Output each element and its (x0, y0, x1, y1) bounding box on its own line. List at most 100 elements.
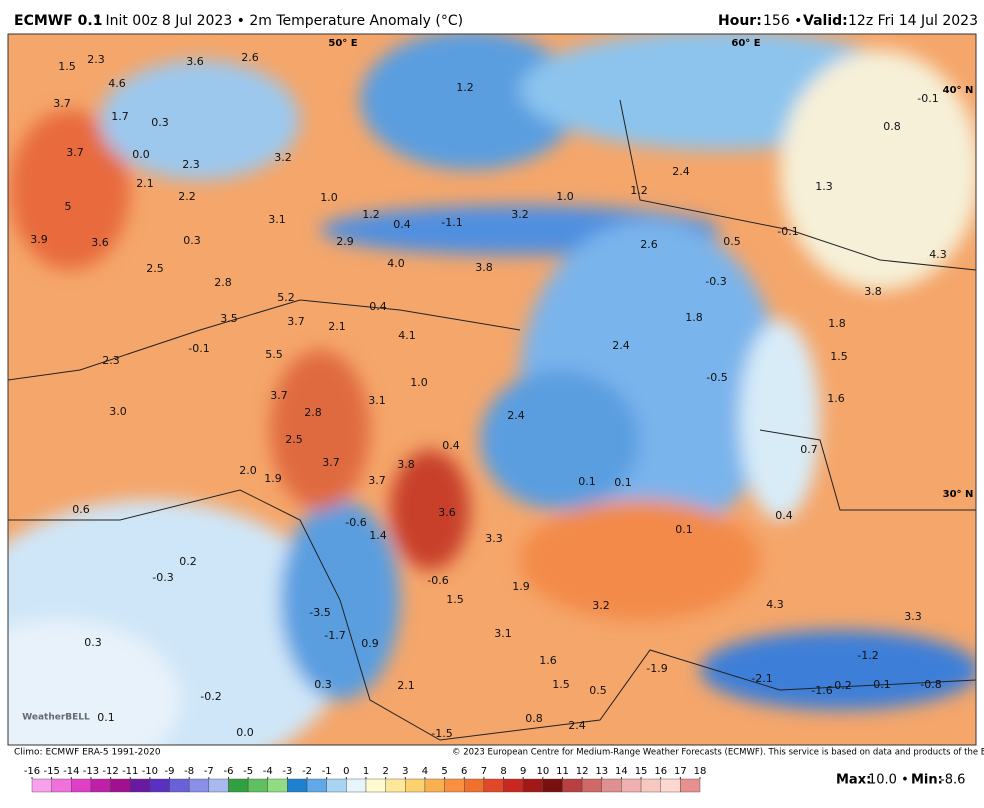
colorbar-label: 12 (576, 766, 589, 777)
colorbar-segment (464, 778, 485, 793)
colorbar-label: 0 (343, 766, 349, 777)
colorbar-label: -3 (282, 766, 292, 777)
point-value: 0.6 (72, 503, 90, 516)
point-value: 2.4 (672, 165, 690, 178)
colorbar-label: -1 (322, 766, 332, 777)
colorbar-label: 18 (694, 766, 707, 777)
point-value: -1.2 (857, 649, 878, 662)
point-value: 4.3 (766, 598, 784, 611)
colorbar-label: -4 (263, 766, 273, 777)
point-value: 3.7 (66, 146, 84, 159)
point-value: 1.0 (556, 190, 574, 203)
colorbar-segment (130, 778, 151, 793)
hour: 156 • (763, 13, 802, 29)
point-value: 0.5 (723, 235, 741, 248)
point-value: 3.7 (53, 97, 71, 110)
point-value: 2.0 (239, 464, 257, 477)
logo: WeatherBELL (22, 713, 90, 723)
grid-label: 40° N (943, 85, 974, 96)
point-value: 0.2 (179, 555, 197, 568)
point-value: -0.6 (427, 574, 448, 587)
point-value: 2.3 (87, 53, 105, 66)
colorbar-label: -14 (63, 766, 79, 777)
point-value: 3.8 (864, 285, 882, 298)
point-value: 0.8 (883, 120, 901, 133)
colorbar-segment (71, 778, 92, 793)
point-value: -0.6 (345, 516, 366, 529)
point-value: 2.2 (178, 190, 196, 203)
point-value: 0.1 (675, 523, 693, 536)
point-value: -0.1 (917, 92, 938, 105)
point-value: 2.9 (336, 235, 354, 248)
point-value: 0.0 (236, 726, 254, 739)
point-value: 0.9 (361, 637, 379, 650)
colorbar-label: -6 (223, 766, 233, 777)
colorbar-label: 16 (654, 766, 667, 777)
point-value: -1.6 (811, 684, 832, 697)
colorbar-segment (621, 778, 642, 793)
max: 10.0 • (868, 773, 909, 788)
colorbar-label: 9 (520, 766, 526, 777)
point-value: 1.0 (320, 191, 338, 204)
colorbar-segment (365, 778, 386, 793)
point-value: 0.1 (97, 711, 115, 724)
colorbar-label: 3 (402, 766, 408, 777)
colorbar-label: 14 (615, 766, 628, 777)
map-field (8, 34, 976, 745)
point-value: 1.2 (456, 81, 474, 94)
colorbar-segment (405, 778, 426, 793)
point-value: 2.3 (182, 158, 200, 171)
colorbar-label: 10 (536, 766, 549, 777)
point-value: 4.1 (398, 329, 416, 342)
colorbar-label: 11 (556, 766, 569, 777)
colorbar-segment (90, 778, 111, 793)
point-value: 1.9 (512, 580, 530, 593)
colorbar-segment (581, 778, 602, 793)
colorbar-label: 8 (500, 766, 506, 777)
point-value: 3.3 (485, 532, 503, 545)
min: -8.6 (940, 773, 965, 788)
map-frame (7, 33, 977, 746)
grid-label: 30° N (943, 489, 974, 500)
point-value: 2.6 (241, 51, 259, 64)
point-value: -0.1 (188, 342, 209, 355)
point-value: 3.1 (494, 627, 512, 640)
point-value: 2.1 (136, 177, 154, 190)
point-value: 2.3 (102, 354, 120, 367)
colorbar-segment (503, 778, 524, 793)
point-value: 0.3 (314, 678, 332, 691)
point-value: 3.2 (592, 599, 610, 612)
point-value: 3.5 (220, 312, 238, 325)
colorbar-segment (424, 778, 445, 793)
point-value: 4.3 (929, 248, 947, 261)
colorbar-segment (267, 778, 288, 793)
colorbar-label: 4 (422, 766, 428, 777)
point-value: 1.6 (827, 392, 845, 405)
point-value: 4.0 (387, 257, 405, 270)
point-value: 2.5 (285, 433, 303, 446)
colorbar-segment (444, 778, 465, 793)
point-value: -0.5 (706, 371, 727, 384)
point-value: 0.3 (84, 636, 102, 649)
point-value: 0.7 (800, 443, 818, 456)
colorbar-label: 17 (674, 766, 687, 777)
point-value: -2.1 (751, 672, 772, 685)
colorbar-segment (326, 778, 347, 793)
point-value: -0.2 (200, 690, 221, 703)
colorbar-label: -11 (122, 766, 138, 777)
point-value: 2.8 (304, 406, 322, 419)
valid-label: Valid: (803, 13, 848, 29)
colorbar-label: -13 (83, 766, 99, 777)
grid-label: 50° E (328, 38, 357, 49)
point-value: 0.1 (578, 475, 596, 488)
point-value: 3.1 (368, 394, 386, 407)
point-value: 0.4 (369, 300, 387, 313)
model: ECMWF 0.1 (14, 13, 102, 29)
colorbar-label: -12 (102, 766, 118, 777)
colorbar-segment (640, 778, 661, 793)
point-value: 1.7 (111, 110, 129, 123)
point-value: -0.3 (705, 275, 726, 288)
point-value: 0.4 (442, 439, 460, 452)
